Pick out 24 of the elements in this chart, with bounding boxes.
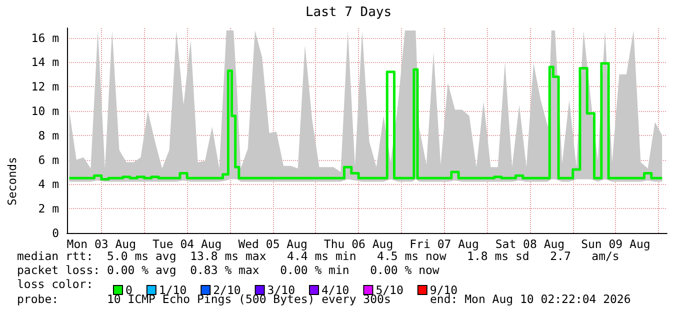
x-tick-label: Fri 07 Aug	[410, 237, 479, 251]
y-tick-label: 10 m	[31, 104, 60, 118]
x-tick-label: Tue 04 Aug	[152, 237, 222, 251]
y-tick-label: 14 m	[31, 55, 60, 70]
legend-label: 5/10	[376, 283, 404, 297]
text: packet loss: 0.00 % avg 0.83 % max 0.00 % min 0.00 % now	[17, 263, 440, 277]
y-tick-label: 6 m	[38, 152, 60, 167]
y-tick-label: 4 m	[38, 177, 60, 192]
legend-title: loss color:	[17, 277, 94, 291]
chart-title: Last 7 Days	[305, 5, 392, 20]
y-tick-label: 0	[52, 226, 60, 240]
y-tick-label: 2 m	[38, 202, 60, 216]
y-tick-label: 12 m	[31, 80, 60, 94]
x-tick-label: Sun 09 Aug	[581, 237, 650, 251]
legend-label: 9/10	[430, 283, 458, 297]
x-tick-label: Sat 08 Aug	[495, 237, 565, 251]
y-tick-label: 8 m	[38, 128, 60, 142]
x-tick-label: Mon 03 Aug	[66, 237, 136, 251]
y-tick-label: 16 m	[31, 30, 60, 45]
y-axis-title: Seconds	[5, 156, 19, 206]
text: median rtt: 5.0 ms avg 13.8 ms max 4.4 ms min 4.5 ms now 1.8 ms sd 2.7 am/s	[17, 249, 620, 263]
x-tick-label: Wed 05 Aug	[238, 237, 308, 251]
x-tick-label: Thu 06 Aug	[324, 237, 394, 251]
legend-label: 2/10	[213, 283, 241, 297]
